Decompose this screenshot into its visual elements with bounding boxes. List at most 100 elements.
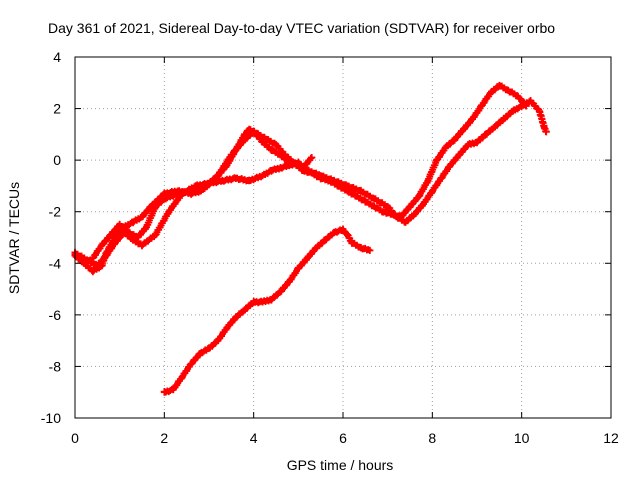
data-point	[187, 360, 195, 368]
data-point	[330, 228, 338, 236]
data-point	[174, 190, 182, 198]
data-point	[259, 138, 267, 146]
data-point	[482, 130, 490, 138]
data-point	[477, 102, 485, 110]
y-tick-label: 4	[53, 49, 61, 65]
data-point	[330, 177, 338, 185]
data-point	[433, 156, 441, 164]
data-point	[268, 166, 276, 174]
data-point	[169, 386, 177, 394]
data-point	[107, 231, 115, 239]
data-point	[442, 143, 450, 151]
data-point	[486, 89, 494, 97]
data-point	[424, 177, 432, 185]
data-point	[241, 306, 249, 314]
data-point	[98, 241, 106, 249]
data-point	[473, 138, 481, 146]
data-point	[339, 226, 347, 234]
data-point	[366, 246, 374, 254]
data-point	[312, 244, 320, 252]
data-series	[71, 81, 550, 396]
x-tick-label: 12	[603, 430, 619, 446]
data-point	[245, 177, 253, 185]
data-point	[160, 195, 168, 203]
data-point	[89, 267, 97, 275]
data-point	[343, 231, 351, 239]
data-point	[500, 115, 508, 123]
data-point	[134, 234, 142, 241]
data-point	[361, 197, 369, 205]
data-point	[187, 187, 195, 195]
data-point	[138, 241, 146, 249]
data-point	[536, 107, 544, 115]
data-point	[250, 298, 258, 306]
data-point	[151, 203, 159, 211]
y-tick-label: -6	[49, 307, 62, 323]
data-point	[102, 252, 110, 260]
data-point	[129, 218, 137, 226]
data-point	[285, 277, 293, 285]
data-point	[415, 192, 423, 200]
data-point	[205, 344, 213, 352]
data-point	[111, 239, 119, 247]
data-point	[370, 195, 378, 203]
data-point	[276, 288, 284, 296]
data-point	[241, 136, 249, 144]
data-point	[89, 254, 97, 262]
data-point	[464, 141, 472, 149]
data-point	[357, 187, 365, 195]
data-point	[402, 218, 410, 226]
data-point	[232, 313, 240, 321]
grid	[75, 57, 611, 418]
data-point	[495, 81, 503, 89]
data-point	[160, 388, 168, 396]
data-point	[218, 177, 226, 185]
data-point	[509, 107, 517, 115]
data-point	[540, 123, 548, 131]
x-tick-label: 6	[339, 430, 347, 446]
x-axis-title: GPS time / hours	[287, 457, 394, 473]
data-point	[348, 239, 356, 247]
chart-title: Day 361 of 2021, Sidereal Day-to-day VTE…	[48, 20, 555, 36]
data-point	[138, 213, 146, 221]
data-point	[214, 172, 222, 180]
data-point	[294, 161, 302, 169]
data-markers	[160, 225, 374, 396]
data-point	[250, 128, 258, 136]
data-point	[272, 141, 280, 149]
series-track-2	[71, 97, 550, 271]
series-track-4	[160, 225, 374, 396]
data-point	[446, 161, 454, 169]
data-point	[116, 221, 124, 229]
data-point	[518, 102, 526, 110]
data-point	[357, 244, 365, 252]
y-tick-label: -10	[41, 410, 61, 426]
data-point	[513, 92, 521, 100]
data-markers	[71, 97, 550, 271]
data-point	[151, 231, 159, 239]
data-point	[232, 174, 240, 182]
x-tick-label: 0	[71, 430, 79, 446]
y-tick-label: -2	[49, 204, 62, 220]
data-point	[527, 97, 535, 105]
data-point	[93, 262, 101, 270]
data-point	[223, 324, 231, 332]
y-axis-title: SDTVAR / TECUs	[6, 182, 22, 294]
data-point	[259, 172, 267, 180]
data-point	[451, 136, 459, 144]
y-tick-label: 0	[53, 152, 61, 168]
data-point	[142, 223, 150, 231]
data-point	[419, 200, 427, 208]
data-point	[276, 151, 284, 159]
data-point	[379, 208, 387, 216]
data-point	[196, 350, 204, 358]
y-tick-label: -4	[49, 255, 62, 271]
data-point	[84, 257, 92, 265]
data-point	[303, 166, 311, 174]
data-point	[285, 159, 293, 167]
data-point	[299, 164, 307, 172]
data-point	[542, 128, 550, 136]
data-point	[393, 213, 401, 221]
data-point	[317, 172, 325, 180]
